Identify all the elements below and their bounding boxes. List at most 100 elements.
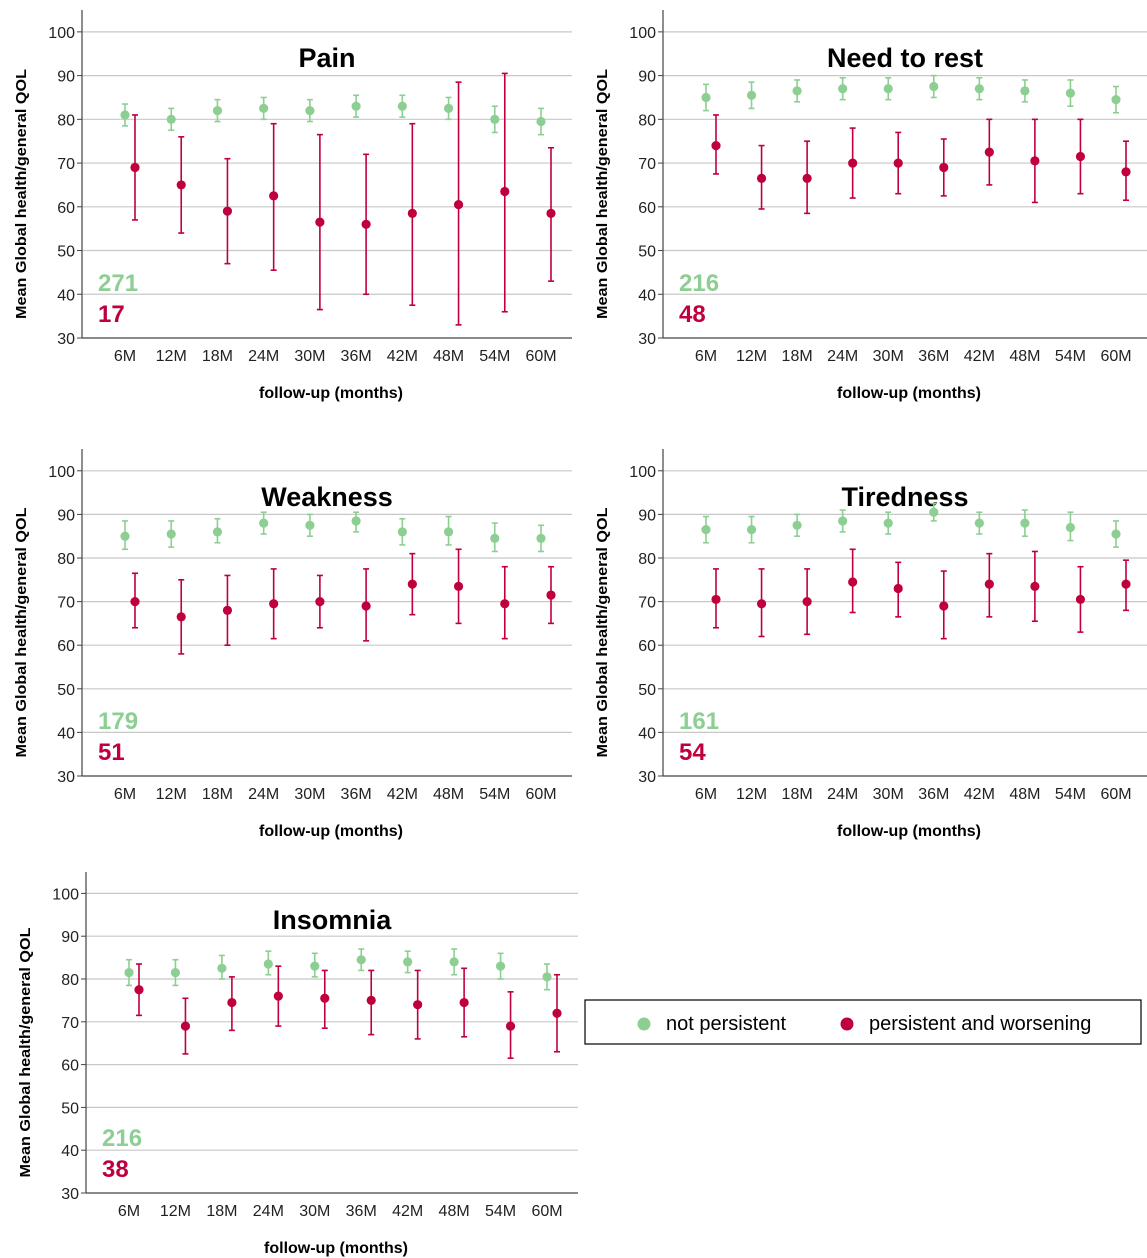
legend-label-not-persistent: not persistent	[666, 1013, 787, 1035]
data-point	[536, 116, 546, 127]
data-point	[490, 533, 500, 543]
x-axis-label: follow-up (months)	[264, 1240, 408, 1257]
y-tick-label: 90	[638, 507, 656, 524]
x-tick-label: 48M	[439, 1203, 470, 1220]
series-persistent-and-worsening	[711, 114, 1131, 215]
y-axis-label: Mean Global health/general QOL	[18, 927, 34, 1177]
data-point	[120, 110, 130, 120]
data-point	[366, 995, 376, 1006]
data-point	[227, 997, 237, 1008]
data-point	[1065, 88, 1076, 98]
y-tick-label: 80	[57, 551, 75, 568]
x-tick-label: 42M	[387, 786, 418, 803]
data-point	[542, 972, 552, 982]
y-tick-label: 90	[57, 69, 75, 86]
data-point	[269, 599, 279, 609]
data-point	[315, 597, 325, 607]
data-point	[495, 961, 506, 971]
data-point	[176, 612, 186, 622]
x-tick-label: 24M	[248, 786, 279, 803]
count-persistent-and-worsening: 51	[98, 739, 125, 766]
y-tick-label: 100	[48, 464, 75, 481]
data-point	[974, 518, 984, 528]
count-persistent-and-worsening: 38	[102, 1156, 129, 1183]
x-axis-label: follow-up (months)	[259, 385, 403, 402]
panel-tiredness: 30 40 50 60 70 80 90 100 6M 12M 18M 24M 30M 36M 42M 48M…	[595, 449, 1147, 840]
data-point	[546, 208, 556, 218]
data-point	[407, 208, 417, 218]
data-point	[893, 583, 903, 594]
panel-title: Need to rest	[827, 43, 983, 73]
data-point	[166, 114, 176, 124]
x-tick-label: 42M	[964, 786, 995, 803]
y-axis-label: Mean Global health/general QOL	[595, 69, 611, 319]
x-tick-label: 24M	[827, 348, 858, 365]
x-tick-label: 30M	[873, 786, 904, 803]
y-tick-label: 80	[638, 112, 656, 129]
data-point	[500, 186, 510, 197]
x-tick-label: 36M	[341, 348, 372, 365]
data-point	[361, 601, 371, 611]
legend-marker-not-persistent	[637, 1017, 651, 1031]
y-tick-label: 60	[638, 200, 656, 217]
x-tick-label: 48M	[433, 786, 464, 803]
series-not-persistent	[701, 502, 1121, 548]
y-tick-label: 70	[57, 156, 75, 173]
data-point	[1030, 581, 1040, 591]
x-tick-label: 18M	[782, 348, 813, 365]
data-point	[222, 206, 233, 216]
x-tick-label: 42M	[964, 348, 995, 365]
y-tick-label: 60	[638, 638, 656, 655]
data-point	[711, 140, 721, 151]
x-tick-label: 60M	[525, 786, 556, 803]
y-tick-label: 60	[57, 638, 75, 655]
data-point	[500, 599, 510, 609]
y-tick-label: 30	[61, 1186, 79, 1203]
x-tick-label: 54M	[485, 1203, 516, 1220]
x-tick-label: 12M	[156, 348, 187, 365]
data-point	[838, 84, 848, 94]
y-tick-label: 80	[57, 112, 75, 129]
data-point	[929, 507, 939, 517]
x-tick-label: 42M	[392, 1203, 423, 1220]
series-not-persistent	[120, 511, 546, 553]
data-point	[848, 577, 858, 587]
data-point	[413, 1000, 423, 1010]
x-tick-label: 48M	[1009, 348, 1040, 365]
y-tick-label: 50	[638, 682, 656, 699]
y-tick-label: 70	[57, 595, 75, 612]
data-point	[1111, 95, 1121, 105]
data-point	[939, 601, 949, 611]
data-point	[397, 527, 407, 537]
count-not-persistent: 179	[98, 708, 138, 735]
data-point	[974, 84, 984, 94]
x-tick-label: 6M	[695, 348, 717, 365]
y-tick-label: 50	[638, 244, 656, 261]
data-point	[701, 525, 711, 535]
y-tick-label: 70	[638, 156, 656, 173]
x-tick-label: 24M	[827, 786, 858, 803]
data-point	[212, 105, 223, 116]
data-point	[449, 957, 459, 967]
legend-label-persistent-and-worsening: persistent and worsening	[869, 1013, 1091, 1035]
series-not-persistent	[124, 948, 552, 991]
data-point	[134, 985, 144, 995]
data-point	[893, 158, 903, 168]
data-point	[166, 529, 176, 539]
data-point	[802, 597, 812, 607]
panel-title: Weakness	[261, 482, 393, 512]
data-point	[802, 173, 812, 183]
data-point	[746, 525, 757, 535]
count-not-persistent: 216	[679, 270, 719, 297]
y-tick-label: 90	[57, 507, 75, 524]
x-tick-label: 60M	[1100, 348, 1131, 365]
series-persistent-and-worsening	[134, 963, 562, 1059]
y-tick-label: 40	[57, 725, 75, 742]
data-point	[130, 162, 140, 173]
data-point	[505, 1021, 516, 1031]
y-axis-label: Mean Global health/general QOL	[14, 69, 30, 319]
data-point	[1020, 86, 1030, 96]
y-tick-label: 50	[57, 682, 75, 699]
x-tick-label: 24M	[248, 348, 279, 365]
